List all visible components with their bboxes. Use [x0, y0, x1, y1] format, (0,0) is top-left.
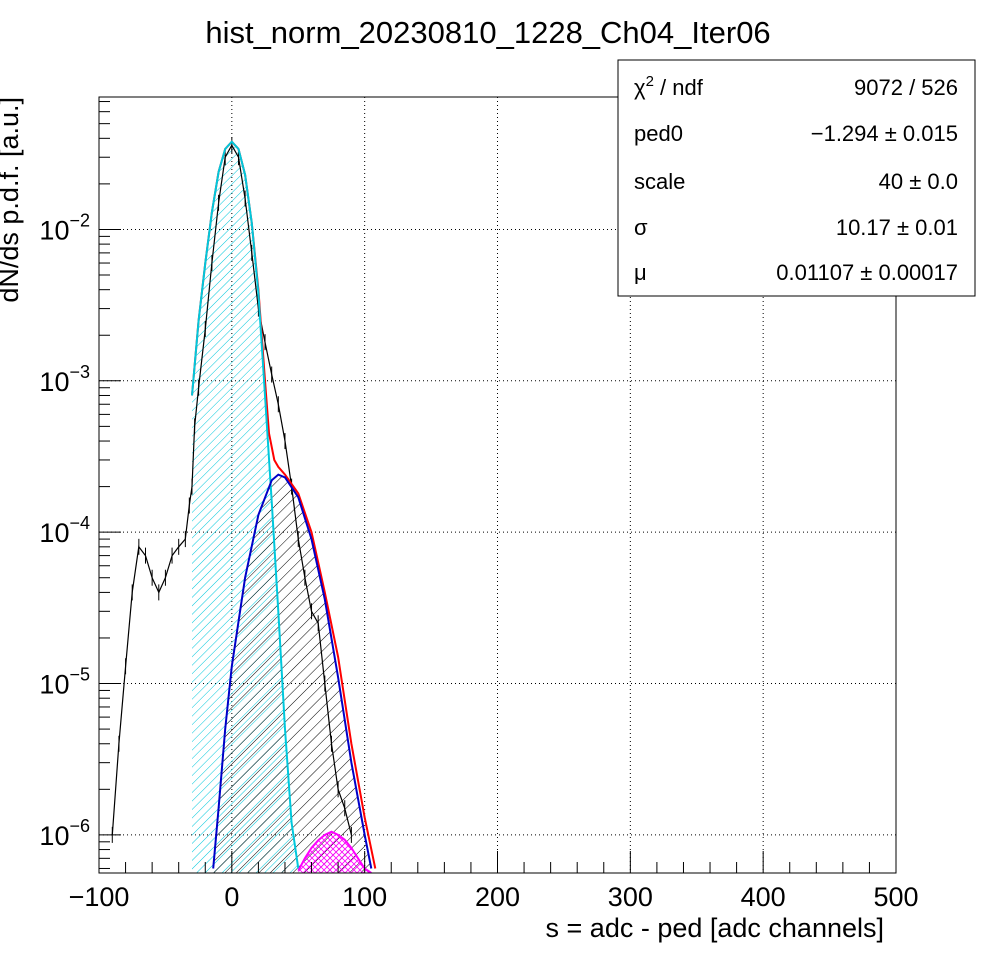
single-pe-component-curve [212, 473, 373, 869]
chart-title: hist_norm_20230810_1228_Ch04_Iter06 [205, 15, 770, 50]
single-pe-component-fill [213, 474, 372, 873]
stats-value: 0.01107 ± 0.00017 [776, 260, 958, 285]
y-tick-label: 10−4 [39, 513, 90, 548]
y-tick-label: 10−5 [39, 665, 90, 700]
stats-value: −1.294 ± 0.015 [811, 121, 958, 146]
y-axis-ticks: 10−6 10−5 10−4 10−3 10−2 [39, 101, 121, 869]
y-tick-label: 10−2 [39, 210, 90, 245]
stats-label: ped0 [634, 121, 683, 146]
y-tick-label: 10−3 [39, 362, 90, 397]
x-tick-label: 300 [608, 882, 653, 912]
x-tick-label: −100 [69, 882, 130, 912]
pedestal-component-curve [191, 140, 300, 869]
x-axis-ticks: −100 0 100 200 300 400 500 [69, 851, 919, 912]
double-pe-component-fill [298, 831, 372, 873]
x-tick-label: 100 [342, 882, 387, 912]
stats-label: μ [634, 260, 647, 285]
component-fills [192, 141, 372, 873]
stats-box: χ2 / ndf 9072 / 526 ped0 −1.294 ± 0.015 scal… [617, 59, 976, 297]
x-tick-label: 200 [475, 882, 520, 912]
x-axis-label: s = adc - ped [adc channels] [546, 913, 884, 943]
stats-value: 9072 / 526 [854, 75, 958, 100]
stats-box-frame [617, 59, 976, 297]
double-pe-component-curve [297, 830, 372, 873]
y-axis-label: dN/ds p.d.f. [a.u.] [0, 97, 24, 303]
series-lines [111, 137, 377, 873]
x-tick-label: 400 [741, 882, 786, 912]
stats-label: χ2 / ndf [634, 73, 704, 100]
stats-value: 10.17 ± 0.01 [836, 215, 958, 240]
x-tick-label: 0 [224, 882, 239, 912]
x-tick-label: 500 [873, 882, 918, 912]
stats-value: 40 ± 0.0 [879, 169, 958, 194]
y-tick-label: 10−6 [39, 816, 90, 851]
stats-label: scale [634, 169, 685, 194]
stats-label: σ [634, 215, 648, 240]
